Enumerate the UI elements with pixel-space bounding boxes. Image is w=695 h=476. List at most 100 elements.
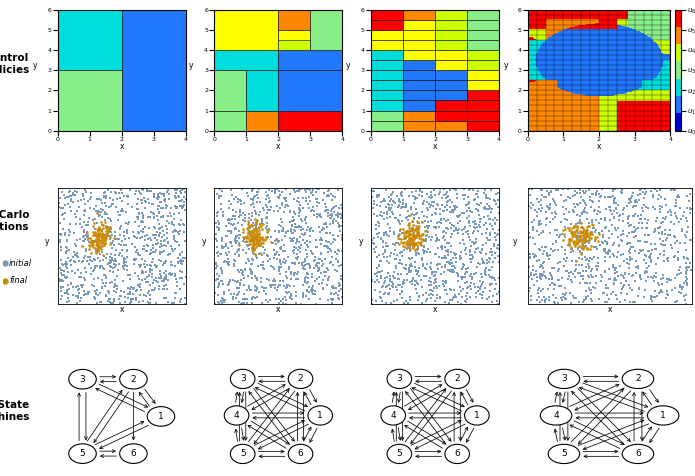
Point — [407, 218, 418, 226]
Point — [104, 224, 115, 232]
Point — [441, 286, 452, 294]
Point — [468, 229, 479, 237]
Point — [635, 274, 646, 281]
Point — [382, 269, 393, 277]
Point — [93, 231, 104, 239]
Point — [243, 224, 254, 232]
Point — [582, 233, 593, 240]
Point — [92, 249, 103, 257]
Point — [258, 285, 269, 292]
Point — [440, 190, 451, 198]
Point — [141, 247, 152, 255]
Point — [79, 212, 90, 219]
Point — [265, 283, 276, 290]
Point — [414, 219, 425, 227]
Point — [650, 294, 661, 301]
Point — [392, 275, 403, 282]
Point — [547, 247, 558, 255]
Point — [162, 229, 173, 237]
Point — [287, 229, 298, 237]
Point — [411, 289, 423, 297]
Point — [229, 256, 240, 263]
Point — [139, 291, 150, 299]
Point — [389, 298, 400, 305]
Point — [587, 255, 598, 263]
Point — [411, 251, 422, 258]
Point — [534, 257, 545, 264]
Point — [447, 207, 458, 214]
Point — [301, 194, 312, 202]
Point — [231, 208, 242, 216]
Point — [458, 274, 469, 281]
Point — [327, 205, 338, 213]
Point — [671, 197, 682, 204]
Point — [250, 240, 261, 248]
Point — [404, 242, 416, 249]
Point — [258, 287, 269, 295]
Point — [94, 224, 105, 231]
Point — [97, 256, 108, 264]
Point — [389, 274, 400, 282]
Point — [138, 245, 149, 253]
Point — [393, 240, 404, 248]
Point — [681, 217, 692, 225]
Point — [258, 258, 269, 266]
Point — [579, 206, 590, 214]
Point — [414, 292, 425, 299]
Point — [115, 194, 126, 202]
Point — [255, 234, 266, 242]
Point — [145, 235, 156, 242]
Point — [96, 218, 107, 226]
Point — [335, 272, 346, 280]
Point — [229, 226, 240, 233]
Point — [229, 237, 240, 245]
Point — [101, 274, 112, 281]
Point — [657, 237, 669, 245]
Point — [171, 282, 182, 290]
Point — [247, 228, 258, 235]
Point — [484, 195, 496, 203]
Point — [136, 217, 147, 225]
Point — [228, 260, 239, 268]
Point — [418, 231, 429, 238]
Bar — [403, 50, 435, 60]
Point — [403, 221, 414, 229]
Point — [83, 237, 94, 244]
Point — [590, 262, 601, 269]
Point — [608, 280, 619, 288]
Point — [403, 225, 414, 232]
Point — [671, 297, 682, 305]
Point — [402, 239, 414, 247]
Point — [684, 204, 695, 212]
Point — [644, 253, 655, 261]
Point — [638, 188, 649, 196]
Point — [331, 202, 342, 209]
Point — [575, 243, 587, 250]
Point — [413, 297, 424, 304]
Point — [445, 224, 457, 232]
Point — [151, 274, 162, 282]
Point — [120, 255, 131, 262]
Point — [248, 236, 259, 244]
Point — [154, 198, 165, 206]
Bar — [403, 110, 435, 120]
Point — [85, 270, 96, 278]
Point — [434, 223, 445, 231]
Point — [378, 231, 389, 238]
Point — [389, 268, 400, 276]
Point — [657, 242, 669, 249]
Point — [159, 238, 170, 245]
Point — [326, 300, 337, 307]
Point — [157, 248, 168, 256]
Circle shape — [548, 369, 580, 388]
Point — [416, 208, 427, 215]
Point — [213, 275, 224, 283]
Point — [234, 234, 245, 242]
Point — [411, 289, 422, 297]
Point — [543, 275, 555, 282]
Point — [543, 203, 554, 211]
Point — [414, 229, 425, 237]
Point — [441, 201, 452, 209]
Point — [270, 251, 281, 258]
Point — [386, 190, 398, 198]
